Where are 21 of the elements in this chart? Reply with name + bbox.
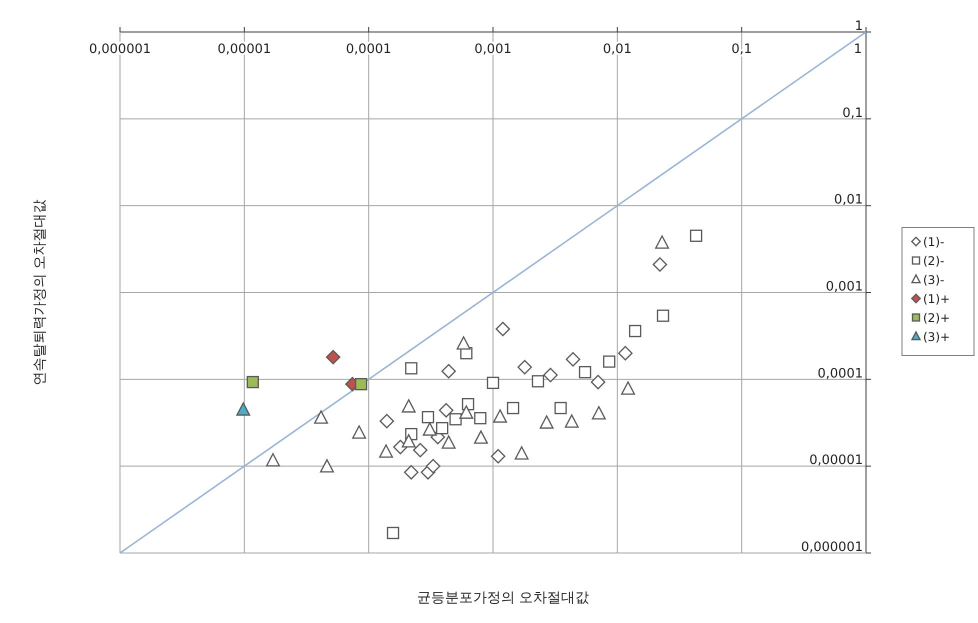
legend-label: (1)+ <box>923 292 950 306</box>
y-tick-label: 0,001 <box>826 280 863 294</box>
x-tick-label: 0,1 <box>731 42 752 57</box>
x-axis-title: 균등분포가정의 오차절대값 <box>416 590 590 606</box>
x-tick-label: 0,00001 <box>217 42 272 57</box>
x-tick-label: 0,000001 <box>88 42 152 57</box>
legend-label: (2)+ <box>923 311 950 325</box>
y-tick-label: 0,00001 <box>809 453 863 468</box>
legend-label: (2)- <box>923 254 944 268</box>
x-tick-label: 0,0001 <box>346 42 392 57</box>
legend-label: (3)- <box>923 273 944 287</box>
legend-label: (1)- <box>923 235 944 249</box>
legend-label: (3)+ <box>923 330 950 344</box>
y-tick-label: 0,01 <box>834 192 863 208</box>
y-axis-title: 연속탈퇴력가정의 오차절대값 <box>32 199 48 386</box>
y-tick-label: 0,000001 <box>800 540 863 555</box>
y-tick-label: 0,1 <box>842 106 863 121</box>
x-tick-label: 0,001 <box>474 42 512 57</box>
y-tick-label: 0,0001 <box>818 366 863 382</box>
y-tick-label: 1 <box>854 19 863 34</box>
x-tick-label: 0,01 <box>602 42 632 57</box>
